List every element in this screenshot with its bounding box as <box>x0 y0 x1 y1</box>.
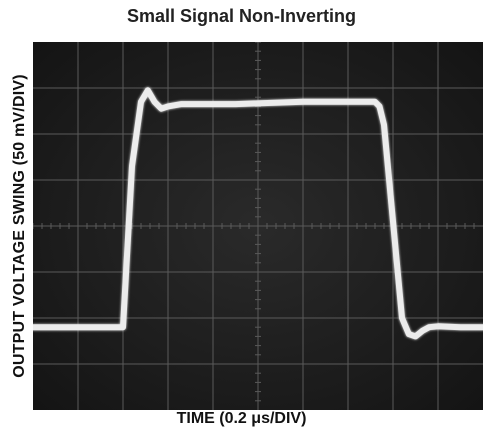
x-axis-label: TIME (0.2 μs/DIV) <box>176 410 307 427</box>
waveform-trace <box>33 87 483 340</box>
scope-plot <box>33 42 483 410</box>
y-axis-label: OUTPUT VOLTAGE SWING (50 mV/DIV) <box>11 74 28 378</box>
graticule <box>33 42 483 410</box>
chart-title: Small Signal Non-Inverting <box>126 6 357 26</box>
trace-line-0 <box>33 87 483 340</box>
oscilloscope-screen <box>33 42 483 410</box>
